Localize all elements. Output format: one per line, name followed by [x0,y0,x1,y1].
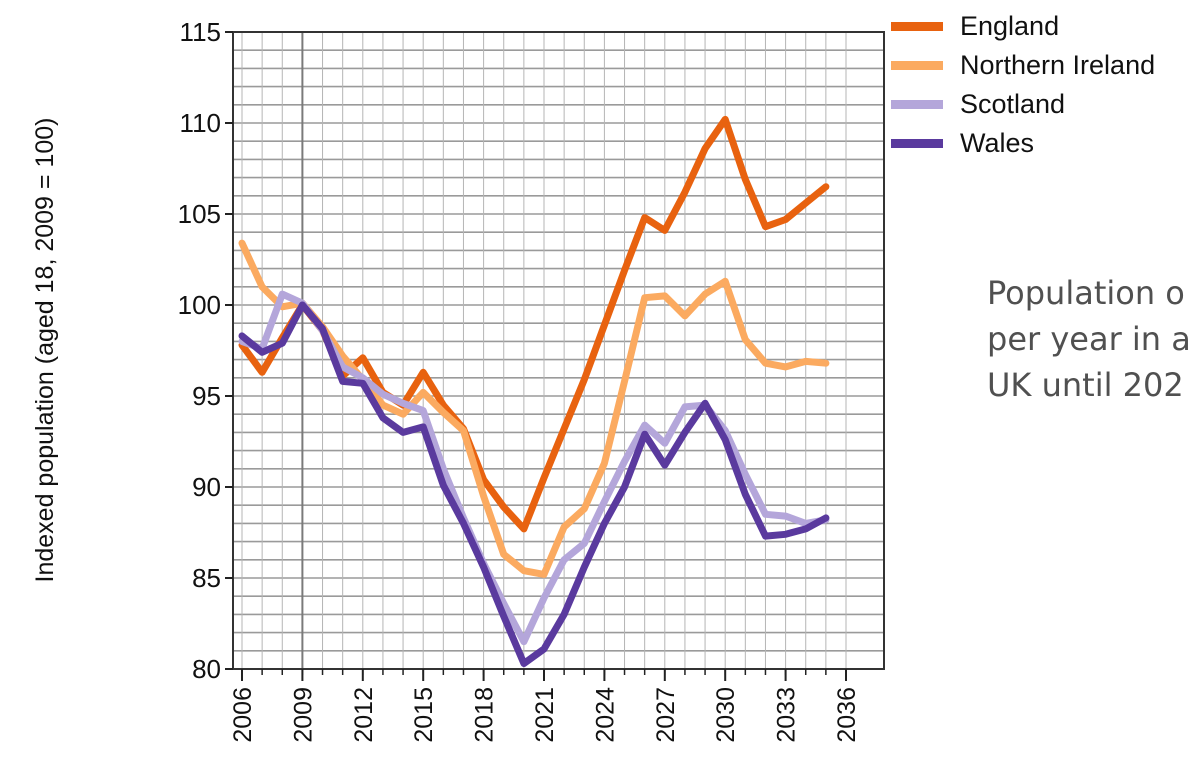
axes [232,31,885,670]
x-tick-label: 2024 [591,687,619,743]
legend-label-scotland: Scotland [960,89,1065,119]
series-line-scotland [238,290,830,646]
x-tick-label: 2030 [712,687,740,743]
legend-swatch-england [891,22,943,31]
x-tick-label: 2033 [773,687,801,743]
series-line-wales [238,301,830,667]
y-tick-label: 105 [178,199,221,229]
x-tick-label: 2021 [531,687,559,743]
y-tick-label: 115 [180,17,221,47]
x-tick-label: 2036 [833,687,861,743]
side-text-line-3: UK until 202 [987,366,1184,404]
y-tick-label: 95 [192,381,221,411]
x-tick-label: 2018 [471,687,499,743]
gridlines [233,32,884,669]
y-axis-title: Indexed population (aged 18, 2009 = 100) [31,118,59,583]
x-tick-label: 2006 [229,687,257,743]
legend-swatch-scotland [891,100,943,109]
legend-swatch-wales [891,139,943,148]
y-tick-label: 110 [180,108,221,138]
x-axis-ticks: 2006 2009 2012 2015 2018 2021 2024 2027 2030 2033… [229,669,861,743]
x-tick-label: 2027 [652,687,680,743]
legend-swatch-northern-ireland [891,61,943,70]
y-tick-label: 85 [192,563,221,593]
x-tick-label: 2015 [410,687,438,743]
series-line-northern-ireland [238,239,830,578]
series-lines [238,115,830,667]
y-axis-ticks: 80 85 90 95 100 105 110 115 [178,17,233,684]
y-tick-label: 90 [192,472,221,502]
x-tick-label: 2012 [350,687,378,743]
side-text-line-2: per year in a [987,320,1191,358]
plot-frame [232,31,885,670]
legend-label-wales: Wales [960,128,1034,158]
x-tick-label: 2009 [289,687,317,743]
y-tick-label: 80 [192,654,221,684]
legend-label-england: England [960,11,1059,41]
y-tick-label: 100 [178,290,221,320]
side-text-line-1: Population o [987,274,1185,312]
legend: England Northern Ireland Scotland Wales [891,11,1155,158]
legend-label-northern-ireland: Northern Ireland [960,50,1155,80]
side-text: Population o per year in a UK until 202 [987,270,1204,408]
